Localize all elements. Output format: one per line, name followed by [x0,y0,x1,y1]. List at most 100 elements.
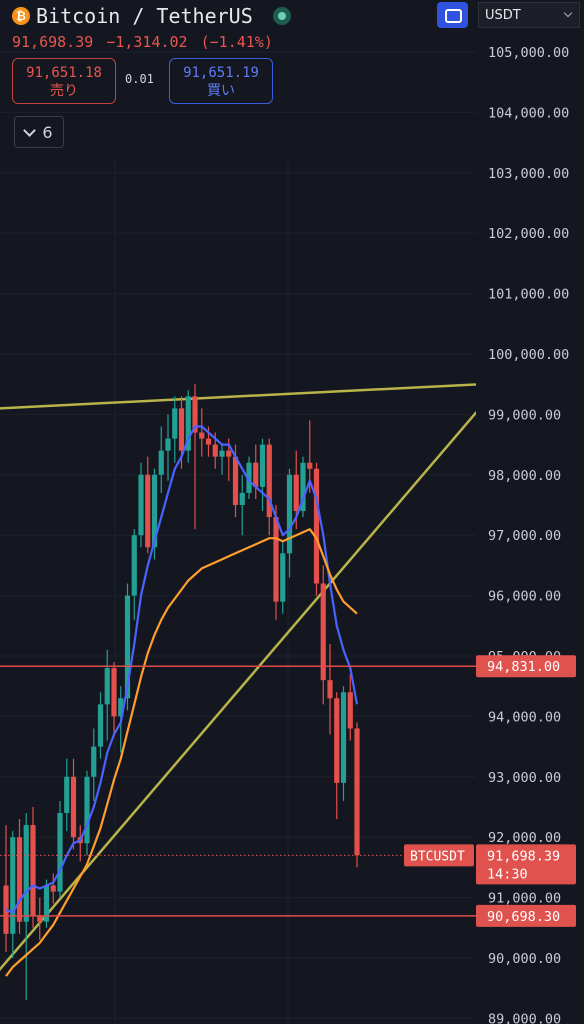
candle-body [50,885,56,892]
y-tick-label: 93,000.00 [488,770,561,786]
candle-body [212,444,218,457]
candle-body [266,444,272,518]
candle-body [23,825,29,922]
y-tick-label: 89,000.00 [488,1011,561,1024]
y-tick-label: 91,000.00 [488,891,561,907]
candle-body [320,583,326,681]
candle-body [327,680,333,699]
y-tick-label: 100,000.00 [488,347,569,363]
candle-body [280,553,286,602]
candle-body [84,776,90,844]
y-tick-label: 99,000.00 [488,407,561,423]
price-levels [0,665,476,917]
candle-body [43,885,50,922]
indicators-toggle-button[interactable]: 6 [14,116,64,148]
candle-body [259,444,266,487]
currency-select[interactable]: USDT [478,2,580,28]
chart-header: ₿ Bitcoin / TetherUS 91,698.39 −1,314.02… [0,0,584,160]
candle-body [219,450,225,457]
candle-body [192,396,198,433]
bitcoin-icon: ₿ [12,7,30,25]
sell-button[interactable]: 91,651.18 売り [12,58,116,104]
candle-body [151,474,158,548]
candle-body [145,474,151,548]
y-tick-label: 94,000.00 [488,709,561,725]
symbol-title[interactable]: Bitcoin / TetherUS [36,4,253,28]
buy-label: 買い [207,83,235,99]
y-tick-label: 104,000.00 [488,105,569,121]
candle-body [138,474,144,536]
candle-body [226,450,232,457]
candle-body [286,474,293,554]
moving-average-line [5,528,358,977]
current-price-tag [476,844,576,885]
candle-body [239,492,245,505]
y-tick-label: 97,000.00 [488,528,561,544]
price-level-label: 90,698.30 [487,909,560,925]
candle-body [307,462,313,469]
y-tick-label: 92,000.00 [488,830,561,846]
current-price-label: 91,698.39 [487,848,560,864]
symbol-tag [404,844,474,867]
candle-body [118,698,124,717]
symbol-tag-label: BTCUSDT [410,849,465,864]
spread-value: 0.01 [125,72,154,86]
candle-body [111,668,117,717]
axis-labels: 94,831.00 90,698.30 BTCUSDT 91,698.39 14:30 [404,655,576,927]
symbol-row[interactable]: ₿ Bitcoin / TetherUS [12,2,291,30]
moving-averages [5,425,359,977]
snapshot-button[interactable] [437,2,468,28]
candle-body [172,408,178,439]
y-tick-label: 90,000.00 [488,951,561,967]
candle-body [300,462,306,512]
candle-body [10,837,16,934]
y-tick-label: 96,000.00 [488,589,561,605]
candle-body [37,915,43,922]
candle-body [205,438,212,445]
y-tick-label: 102,000.00 [488,226,569,242]
price-change-row: 91,698.39 −1,314.02 (−1.41%) [12,33,277,51]
chevron-down-icon [23,123,37,137]
candle-body [199,432,205,439]
candle-body [57,813,63,892]
y-tick-label: 103,000.00 [488,166,569,182]
candle-body [91,746,97,777]
price-change: −1,314.02 [106,33,188,51]
candle-body [185,396,191,451]
trendlines [0,377,507,971]
candle-body [253,462,259,487]
sell-price: 91,651.18 [26,65,102,81]
buy-price: 91,651.19 [183,65,259,81]
bar-countdown-label: 14:30 [487,866,528,882]
candle-body [246,462,252,493]
candle-body [334,698,340,783]
price-change-percent: (−1.41%) [200,33,273,51]
candles [3,384,360,1001]
y-tick-label: 98,000.00 [488,468,561,484]
candle-body [165,438,171,451]
candle-body [131,535,137,596]
candle-body [354,728,360,856]
sell-label: 売り [50,83,78,99]
candle-body [340,692,347,783]
last-price: 91,698.39 [12,33,94,51]
grid [0,51,476,1024]
candle-body [30,825,36,916]
price-level-tag [476,655,576,678]
trendline [0,377,507,971]
price-level-tag [476,904,576,927]
candle-body [232,456,239,505]
buy-button[interactable]: 91,651.19 買い [169,58,273,104]
candle-body [3,885,9,934]
trendline [0,381,506,410]
price-level-label: 94,831.00 [487,659,560,675]
market-status-icon [272,7,291,25]
candle-body [293,474,299,512]
candle-body [70,776,77,838]
currency-value: USDT [485,8,521,23]
candle-body [347,692,353,729]
candle-body [313,468,320,584]
y-tick-label: 105,000.00 [488,45,569,61]
candle-body [16,837,23,922]
